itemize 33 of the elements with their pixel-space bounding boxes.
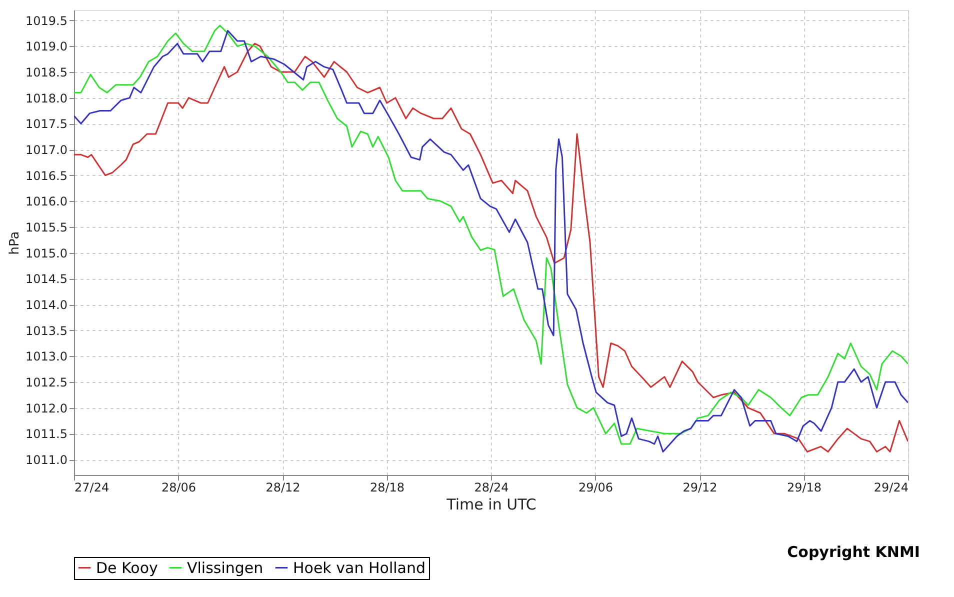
x-tick-label: 29/24	[874, 480, 908, 494]
y-tick-label: 1019.0	[26, 40, 68, 54]
y-tick-label: 1015.5	[26, 220, 68, 234]
text: Copyright KNMI	[787, 543, 920, 561]
y-tick-label: 1012.5	[26, 376, 68, 390]
y-tick-label: 1018.0	[26, 91, 68, 106]
y-tick-label: 1013.5	[26, 324, 68, 338]
y-tick-label: 1012.0	[26, 401, 68, 416]
x-tick-label: 28/24	[474, 480, 509, 494]
y-tick-label: 1015.0	[26, 246, 68, 260]
y-tick-label: 1011.5	[26, 427, 68, 442]
y-tick-label: 1013.0	[26, 350, 68, 364]
y-axis-title: hPa	[8, 231, 23, 255]
y-tick-label: 1017.0	[26, 143, 68, 157]
y-tick-label: 1011.0	[26, 453, 68, 467]
x-tick-label: 29/12	[682, 480, 718, 494]
x-tick-label: 28/18	[370, 480, 405, 494]
x-axis-title: Time in UTC	[446, 496, 536, 514]
y-tick-label: 1019.5	[26, 14, 68, 28]
x-tick-label: 29/18	[786, 480, 822, 494]
y-tick-label: 1014.0	[26, 298, 68, 312]
x-tick-label: 27/24	[74, 480, 110, 494]
legend-label: Vlissingen	[187, 558, 264, 577]
y-tick-label: 1016.5	[26, 168, 68, 183]
legend-label: Hoek van Holland	[293, 558, 426, 577]
x-tick-label: 29/06	[578, 480, 614, 494]
x-tick-label: 28/06	[161, 480, 196, 494]
y-tick-label: 1018.5	[26, 66, 68, 80]
y-tick-label: 1016.0	[26, 194, 68, 209]
x-tick-label: 28/12	[266, 480, 300, 494]
legend-label: De Kooy	[96, 558, 158, 577]
y-tick-label: 1014.5	[26, 272, 68, 286]
y-tick-label: 1017.5	[26, 117, 68, 132]
